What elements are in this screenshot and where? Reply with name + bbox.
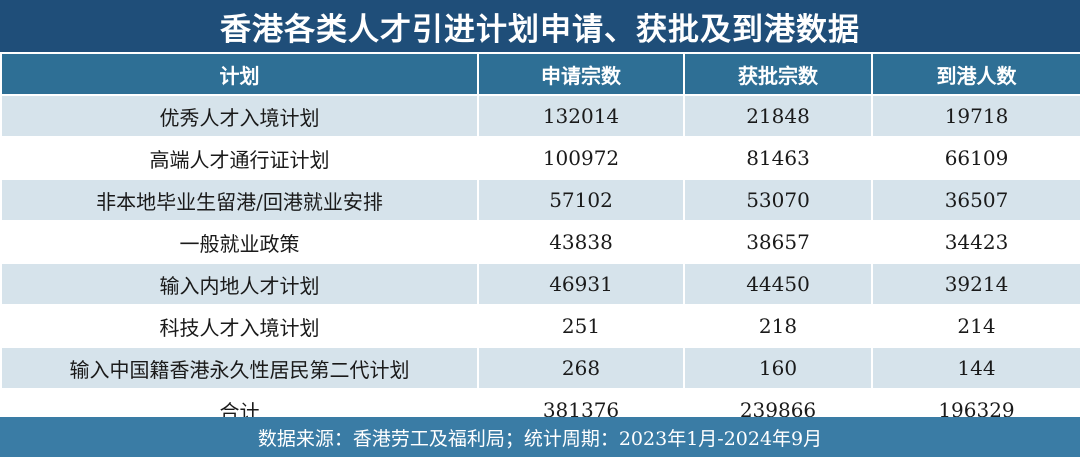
- arrivals-cell: 39214: [871, 262, 1080, 306]
- arrivals-cell: 144: [871, 346, 1080, 390]
- plan-name-cell: 非本地毕业生留港/回港就业安排: [0, 178, 479, 222]
- talent-data-table: 计划 申请宗数 获批宗数 到港人数 优秀人才入境计划 132014 21848 …: [0, 52, 1080, 432]
- column-header-approvals: 获批宗数: [683, 52, 873, 96]
- column-header-applications: 申请宗数: [477, 52, 685, 96]
- table-row: 一般就业政策 43838 38657 34423: [0, 220, 1080, 264]
- approvals-cell: 21848: [683, 94, 873, 138]
- table-row: 输入中国籍香港永久性居民第二代计划 268 160 144: [0, 346, 1080, 390]
- arrivals-cell: 36507: [871, 178, 1080, 222]
- applications-cell: 57102: [477, 178, 685, 222]
- approvals-cell: 44450: [683, 262, 873, 306]
- applications-cell: 100972: [477, 136, 685, 180]
- plan-name-cell: 高端人才通行证计划: [0, 136, 479, 180]
- applications-cell: 43838: [477, 220, 685, 264]
- approvals-cell: 53070: [683, 178, 873, 222]
- column-header-plan: 计划: [0, 52, 479, 96]
- applications-cell: 251: [477, 304, 685, 348]
- plan-name-cell: 科技人才入境计划: [0, 304, 479, 348]
- table-header-row: 计划 申请宗数 获批宗数 到港人数: [0, 52, 1080, 96]
- arrivals-cell: 66109: [871, 136, 1080, 180]
- applications-cell: 268: [477, 346, 685, 390]
- approvals-cell: 160: [683, 346, 873, 390]
- applications-cell: 132014: [477, 94, 685, 138]
- plan-name-cell: 一般就业政策: [0, 220, 479, 264]
- table-row: 优秀人才入境计划 132014 21848 19718: [0, 94, 1080, 138]
- plan-name-cell: 输入内地人才计划: [0, 262, 479, 306]
- approvals-cell: 81463: [683, 136, 873, 180]
- table-row: 非本地毕业生留港/回港就业安排 57102 53070 36507: [0, 178, 1080, 222]
- plan-name-cell: 优秀人才入境计划: [0, 94, 479, 138]
- plan-name-cell: 输入中国籍香港永久性居民第二代计划: [0, 346, 479, 390]
- approvals-cell: 218: [683, 304, 873, 348]
- arrivals-cell: 34423: [871, 220, 1080, 264]
- source-footer: 数据来源：香港劳工及福利局；统计周期：2023年1月-2024年9月: [0, 417, 1080, 457]
- applications-cell: 46931: [477, 262, 685, 306]
- column-header-arrivals: 到港人数: [871, 52, 1080, 96]
- page-title: 香港各类人才引进计划申请、获批及到港数据: [0, 0, 1080, 52]
- table-row: 科技人才入境计划 251 218 214: [0, 304, 1080, 348]
- approvals-cell: 38657: [683, 220, 873, 264]
- arrivals-cell: 214: [871, 304, 1080, 348]
- table-row: 高端人才通行证计划 100972 81463 66109: [0, 136, 1080, 180]
- arrivals-cell: 19718: [871, 94, 1080, 138]
- table-row: 输入内地人才计划 46931 44450 39214: [0, 262, 1080, 306]
